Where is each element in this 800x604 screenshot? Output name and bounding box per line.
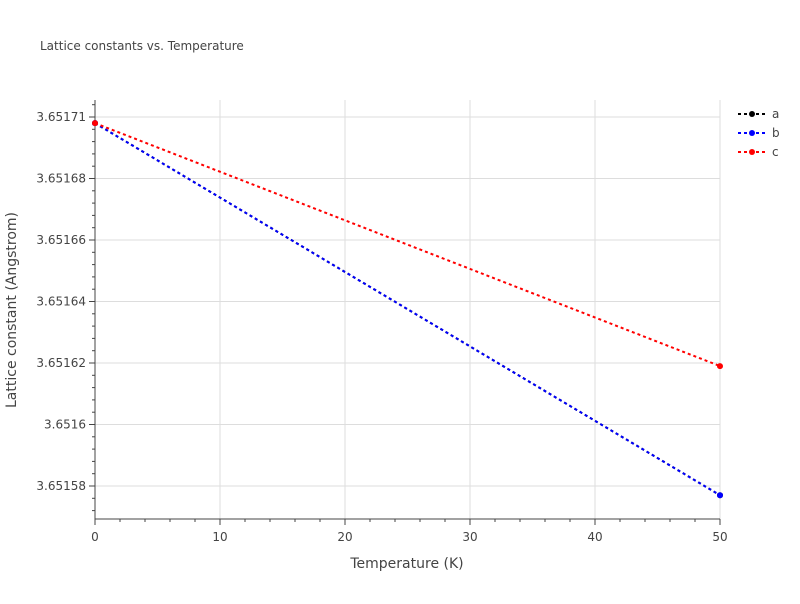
grid: [95, 100, 721, 519]
x-tick-label: 30: [462, 530, 477, 544]
x-axis-title: Temperature (K): [349, 556, 463, 572]
y-axis-title: Lattice constant (Angstrom): [4, 212, 20, 408]
series-line-b: [94, 122, 721, 497]
legend-swatch-marker-c: [749, 149, 755, 155]
legend-label-a: a: [772, 107, 779, 121]
legend-label-c: c: [772, 145, 779, 159]
y-tick-label: 3.65166: [36, 233, 86, 247]
series-line-c: [94, 122, 721, 368]
legend-swatch-marker-b: [749, 130, 755, 136]
x-tick-label: 20: [337, 530, 352, 544]
data-point-c: [92, 120, 98, 127]
y-tick-label: 3.65158: [36, 479, 86, 493]
data-point-b: [717, 492, 723, 499]
x-tick-label: 10: [212, 530, 227, 544]
x-tick-label: 50: [712, 530, 727, 544]
y-tick-label: 3.65162: [36, 356, 86, 370]
data-point-c: [717, 363, 723, 370]
y-tick-label: 3.65168: [36, 172, 86, 186]
legend: abc: [738, 107, 780, 159]
series-layer: [92, 120, 723, 499]
legend-label-b: b: [772, 126, 780, 140]
chart-title: Lattice constants vs. Temperature: [40, 39, 244, 53]
x-tick-label: 0: [91, 530, 99, 544]
y-tick-label: 3.65164: [36, 295, 86, 309]
x-tick-label: 40: [587, 530, 602, 544]
axes: 0 10 20 30 40 50 3.65158 3.6516 3.65162 3.65164 3.…: [36, 100, 728, 544]
y-tick-label: 3.6516: [44, 418, 86, 432]
y-tick-label: 3.65171: [36, 110, 86, 124]
legend-swatch-marker-a: [749, 111, 755, 117]
